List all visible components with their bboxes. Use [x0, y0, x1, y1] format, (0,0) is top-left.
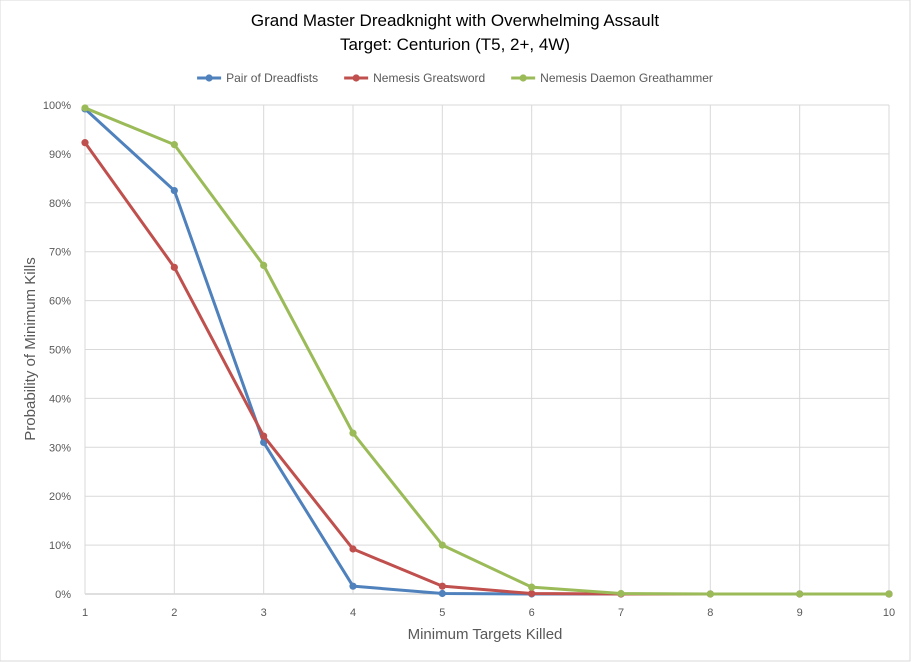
- x-tick-label: 7: [618, 607, 624, 619]
- series-group: [81, 104, 893, 598]
- y-tick-label: 100%: [43, 100, 71, 112]
- x-axis-title: Minimum Targets Killed: [408, 626, 563, 643]
- x-tick-label: 8: [707, 607, 713, 619]
- y-tick-label: 80%: [49, 198, 71, 210]
- legend-label: Pair of Dreadfists: [226, 71, 318, 85]
- series-line: [83, 106, 891, 596]
- y-tick-label: 30%: [49, 442, 71, 454]
- x-tick-label: 2: [171, 607, 177, 619]
- y-axis-title: Probability of Minimum Kills: [22, 257, 39, 440]
- data-point: [438, 589, 446, 598]
- y-tick-label: 10%: [49, 540, 71, 552]
- legend-label: Nemesis Greatsword: [373, 71, 485, 85]
- data-point: [81, 139, 89, 147]
- x-tick-label: 4: [350, 607, 356, 619]
- data-point: [617, 589, 625, 598]
- data-point: [528, 583, 536, 591]
- data-point: [81, 104, 89, 112]
- legend-swatch-marker: [352, 74, 360, 82]
- data-point: [438, 582, 446, 590]
- chart-title: Grand Master Dreadknight with Overwhelmi…: [251, 11, 659, 30]
- x-tick-label: 6: [529, 607, 535, 619]
- x-tick-label: 5: [439, 607, 445, 619]
- x-tick-label: 1: [82, 607, 88, 619]
- data-point: [170, 263, 178, 271]
- data-point: [170, 141, 178, 149]
- legend: Pair of Dreadfists Nemesis Greatsword Neme…: [197, 71, 713, 85]
- data-point: [796, 590, 804, 598]
- chart-subtitle: Target: Centurion (T5, 2+, 4W): [340, 35, 570, 54]
- data-point: [528, 589, 536, 598]
- data-point: [885, 590, 893, 598]
- y-tick-label: 40%: [49, 393, 71, 405]
- y-tick-label: 60%: [49, 296, 71, 308]
- y-tick-label: 90%: [49, 149, 71, 161]
- legend-label: Nemesis Daemon Greathammer: [540, 71, 713, 85]
- y-tick-label: 70%: [49, 247, 71, 259]
- x-axis-ticks: 1 2 3 4 5 6 7 8 9 10: [82, 607, 895, 619]
- y-axis-ticks: 0% 10% 20% 30% 40% 50% 60% 70% 80% 90% 100%: [43, 100, 71, 601]
- data-point: [438, 541, 446, 549]
- x-tick-label: 3: [261, 607, 267, 619]
- data-point: [349, 429, 357, 437]
- y-tick-label: 50%: [49, 345, 71, 357]
- x-tick-label: 9: [797, 607, 803, 619]
- series-layer: [81, 104, 893, 598]
- data-point: [349, 545, 357, 553]
- data-point: [170, 186, 178, 195]
- data-point: [706, 590, 714, 598]
- legend-swatch-marker: [205, 74, 213, 82]
- data-point: [349, 582, 357, 590]
- y-tick-label: 0%: [55, 589, 71, 601]
- data-point: [260, 432, 268, 440]
- legend-swatch-marker: [519, 74, 527, 82]
- x-tick-label: 10: [883, 607, 895, 619]
- data-point: [260, 261, 268, 269]
- y-tick-label: 20%: [49, 491, 71, 503]
